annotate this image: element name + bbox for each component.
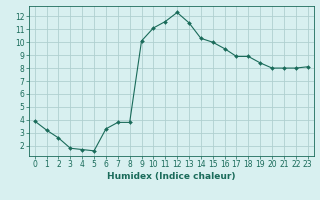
- X-axis label: Humidex (Indice chaleur): Humidex (Indice chaleur): [107, 172, 236, 181]
